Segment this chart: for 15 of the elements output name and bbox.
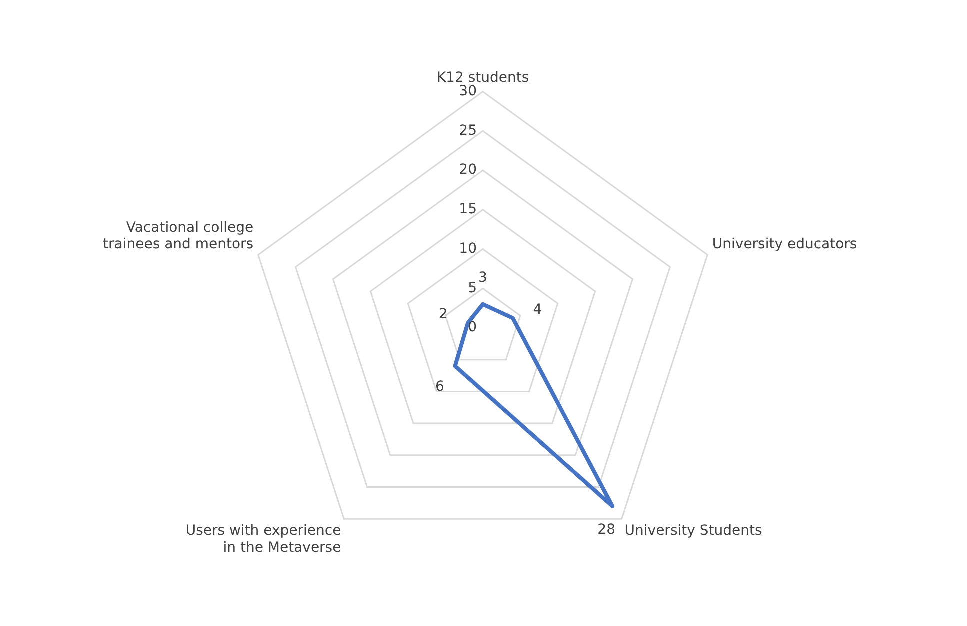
y-tick-label: 0 [468, 320, 477, 336]
data-label: 2 [438, 306, 448, 323]
spoke-label: University educators [712, 236, 858, 253]
data-label: 6 [435, 378, 444, 395]
y-tick-label: 20 [459, 162, 477, 178]
y-tick-label: 15 [459, 202, 477, 218]
spoke-label: University Students [624, 523, 762, 540]
data-label: 28 [598, 522, 616, 538]
data-label: 4 [533, 302, 542, 318]
spoke-label: Users with experience in the Metaverse [186, 523, 342, 556]
y-tick-label: 5 [468, 280, 477, 296]
y-tick-label: 25 [459, 122, 477, 139]
y-tick-label: 10 [459, 240, 477, 257]
spoke-label: Vacational college trainees and mentors [103, 220, 254, 253]
data-label: 3 [478, 270, 488, 286]
